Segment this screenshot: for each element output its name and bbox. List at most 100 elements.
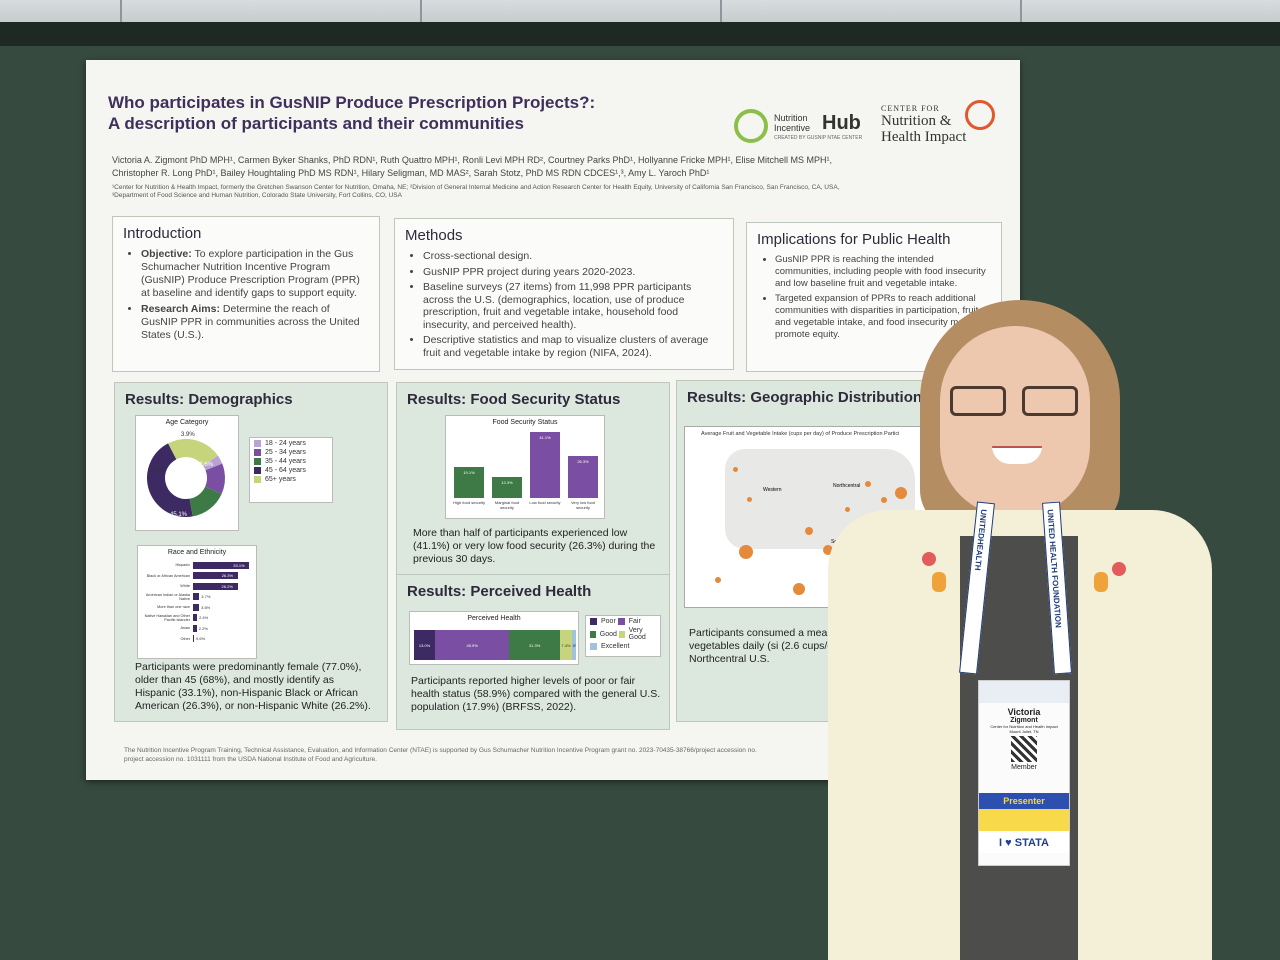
legend-swatch — [254, 449, 261, 456]
legend-label: 25 - 34 years — [265, 449, 306, 456]
race-bar-label: American Indian or Alaska Native — [145, 592, 190, 601]
list-item: GusNIP PPR is reaching the intended comm… — [775, 254, 991, 290]
race-bar — [193, 614, 198, 622]
logo-text: Nutrition Incentive — [774, 113, 811, 133]
age-legend: 18 - 24 years 25 - 34 years 35 - 44 year… — [249, 437, 333, 503]
affil-line: ¹Center for Nutrition & Health Impact, f… — [112, 184, 840, 191]
race-bar — [193, 572, 238, 580]
ceiling-truss — [420, 0, 422, 40]
age-chart: Age Category 3.9% 12.6% 45.1% 22.9% — [135, 415, 239, 531]
logo-line: Nutrition & — [881, 113, 952, 129]
data-label: 26.3% — [577, 458, 589, 464]
race-bar-value: 33.1% — [233, 562, 245, 568]
perceived-health-chart: Perceived Health 13.0%45.9%31.3%7.4%2.5% — [409, 611, 579, 665]
poster-board-frame — [0, 22, 1280, 46]
data-label: 12.6% — [196, 462, 214, 468]
embroidered-pepper-icon — [1094, 572, 1108, 592]
footer-line: project accession no. 1031111 from the U… — [124, 756, 377, 763]
map-dot — [747, 497, 752, 502]
title-line: A description of participants and their … — [108, 114, 524, 133]
food-security-bar — [492, 476, 522, 498]
race-bar-row: More than one race 3.6% — [138, 602, 256, 613]
glasses-icon — [950, 386, 1080, 416]
race-bar-row: Asian 2.2% — [138, 623, 256, 634]
item-text: Determine the reach of GusNIP PPR in com… — [141, 303, 360, 341]
race-bar — [193, 561, 250, 569]
logo-subtext: CREATED BY GUSNIP NTAE CENTER — [774, 134, 863, 141]
food-security-bar — [568, 455, 598, 498]
implications-list: GusNIP PPR is reaching the intended comm… — [767, 254, 991, 341]
map-dot — [715, 577, 721, 583]
chart-title: Food Security Status — [492, 419, 558, 426]
badge-member: Member — [1011, 764, 1037, 771]
nutrition-incentive-hub-logo: Nutrition Incentive Hub CREATED BY GUSNI… — [734, 104, 866, 148]
perceived-health-section: Results: Perceived Health Perceived Heal… — [396, 574, 670, 730]
map-title: Average Fruit and Vegetable Intake (cups… — [701, 431, 900, 437]
data-label: 22.9% — [148, 468, 166, 474]
chart-title: Perceived Health — [467, 615, 521, 622]
legend-label: Poor — [601, 618, 616, 625]
race-bar-row: Hispanic 33.1% — [138, 560, 256, 571]
authors-line: Christopher R. Long PhD¹, Bailey Houghta… — [112, 168, 710, 178]
name-badge: Victoria Zigmont Center for Nutrition an… — [978, 680, 1070, 866]
embroidered-radish-icon — [922, 552, 936, 566]
logo-small-text: CENTER FOR — [881, 104, 940, 113]
race-bar-value: 3.7% — [201, 594, 211, 600]
item-text: To explore participation in the Gus Schu… — [141, 248, 360, 299]
logo-line: Health Impact — [881, 129, 967, 145]
race-bar-value: 26.2% — [221, 583, 233, 589]
list-item: Descriptive statistics and map to visual… — [423, 334, 723, 359]
legend-label: Very Good — [628, 627, 646, 641]
race-bar-value: 3.6% — [201, 604, 211, 610]
map-dot — [823, 545, 833, 555]
data-label: 3.9% — [181, 432, 195, 438]
poster-footer: The Nutrition Incentive Program Training… — [124, 746, 1004, 764]
race-bar-row: Other 0.6% — [138, 634, 256, 645]
region-label: Western — [763, 487, 782, 493]
category-label: Low food security — [529, 500, 561, 505]
data-label: 13.3% — [501, 479, 513, 485]
legend-label: 18 - 24 years — [265, 440, 306, 447]
food-security-bar — [454, 467, 484, 498]
affiliations: ¹Center for Nutrition & Health Impact, f… — [112, 184, 992, 200]
race-bar — [193, 603, 200, 611]
list-item: Cross-sectional design. — [423, 250, 723, 263]
perceived-health-segment: 7.4% — [559, 630, 572, 660]
intro-list: Objective: To explore participation in t… — [133, 248, 369, 342]
section-heading: Results: Demographics — [125, 391, 293, 408]
food-security-bar — [530, 432, 560, 498]
hub-logo-icon — [734, 109, 768, 143]
legend-label: 65+ years — [265, 476, 296, 483]
race-bar-value: 2.4% — [199, 615, 209, 621]
badge-city: Mount Juliet, TN — [1009, 729, 1039, 734]
legend-label: 45 - 64 years — [265, 467, 306, 474]
legend-label: Good — [599, 630, 617, 638]
race-bar-label: Hispanic — [175, 563, 190, 568]
map-dot — [845, 507, 850, 512]
legend-item: 18 - 24 years — [254, 440, 328, 447]
chart-title: Age Category — [165, 419, 209, 426]
map-dot — [733, 467, 738, 472]
demographics-section: Results: Demographics Age Category 3.9% … — [114, 382, 388, 722]
logo-hub-text: Hub — [822, 111, 861, 134]
age-donut: 3.9% 12.6% 45.1% 22.9% — [147, 432, 225, 518]
category-label: Very low food security — [570, 500, 595, 510]
badge-sponsor-ribbon: I ♥ STATA — [979, 833, 1069, 853]
legend-item: 35 - 44 years — [254, 458, 328, 465]
perceived-health-segment: 45.9% — [435, 630, 510, 660]
perceived-health-stacked-bar: 13.0%45.9%31.3%7.4%2.5% — [414, 630, 576, 660]
category-label: High food security — [452, 500, 485, 505]
perceived-health-legend: Poor Fair Good Very Good Excellent — [585, 615, 661, 657]
data-label: 19.1% — [463, 470, 475, 476]
center-logo: CENTER FOR Nutrition & Health Impact — [881, 100, 1011, 145]
legend-swatch — [618, 630, 625, 638]
glasses-lens — [1022, 386, 1078, 416]
map-dot — [793, 583, 805, 595]
race-chart: Race and Ethnicity Hispanic 33.1% Black or… — [137, 545, 257, 659]
food-security-chart: Food Security Status 19.1% High food secu… — [445, 415, 605, 519]
race-bar — [193, 582, 238, 590]
map-dot — [739, 545, 753, 559]
legend-swatch — [617, 618, 625, 625]
center-logo-icon — [965, 100, 995, 130]
embroidered-pepper-icon — [932, 572, 946, 592]
